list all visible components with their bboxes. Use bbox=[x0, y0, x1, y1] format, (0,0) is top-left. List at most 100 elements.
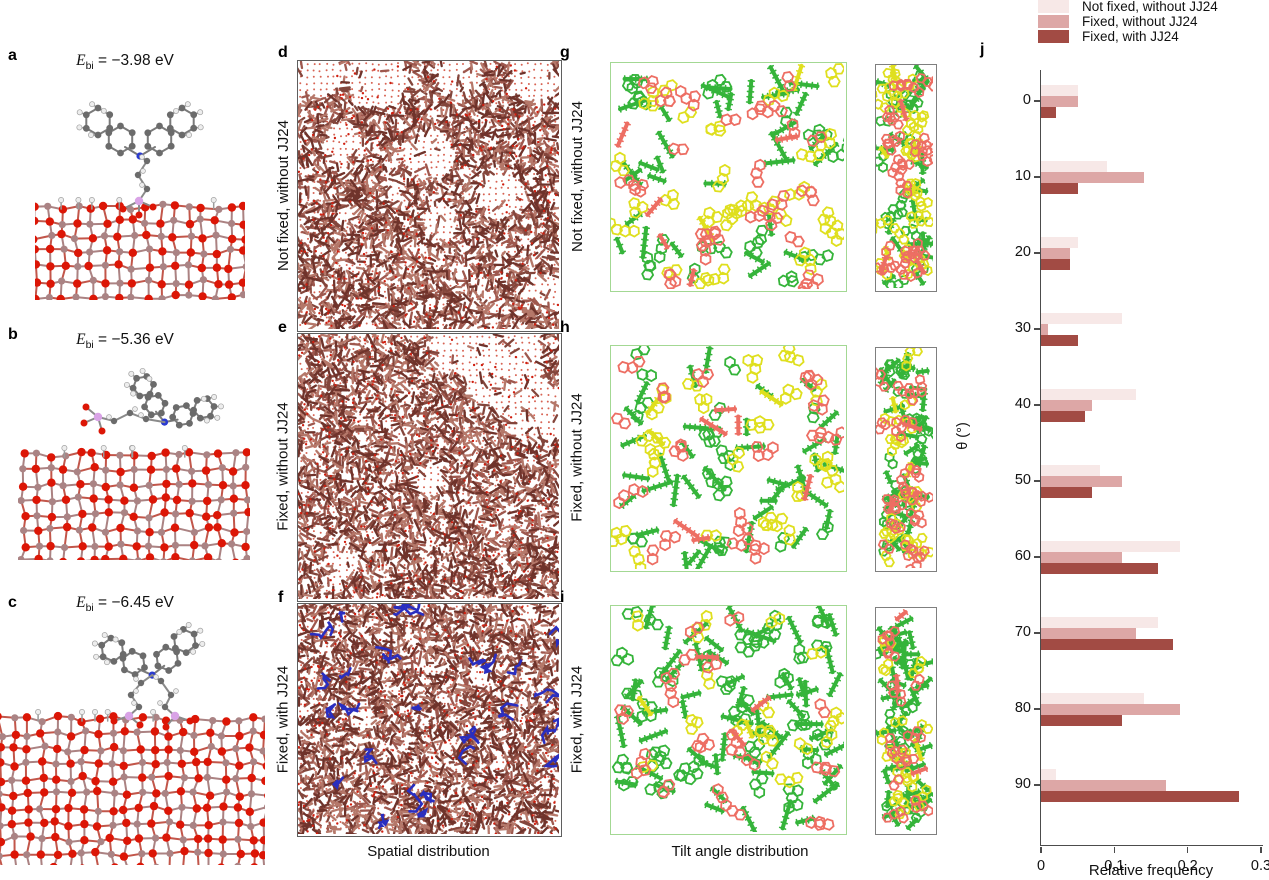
bar-theta80-series0 bbox=[1041, 692, 1144, 704]
y-tick-label: 40 bbox=[1014, 396, 1031, 412]
tilt-side-box-g bbox=[875, 64, 937, 292]
tilt-box-h bbox=[610, 345, 847, 572]
x-tick-label: 0.1 bbox=[1104, 858, 1125, 874]
bar-theta40-series0 bbox=[1041, 388, 1137, 400]
legend-item-0: Not fixed, without JJ24 bbox=[1038, 0, 1218, 14]
chart-legend: Not fixed, without JJ24 Fixed, without J… bbox=[1038, 0, 1218, 45]
ebi-subscript: bi bbox=[85, 602, 94, 615]
legend-swatch-1 bbox=[1038, 15, 1069, 28]
spatial-render-f bbox=[298, 604, 559, 834]
panel-g: g Not fixed, without JJ24 bbox=[552, 40, 942, 335]
molecule-render-b bbox=[18, 367, 250, 560]
bar-theta20-series1 bbox=[1041, 247, 1071, 259]
y-tick-label: 90 bbox=[1014, 776, 1031, 792]
bar-theta80-series1 bbox=[1041, 703, 1181, 715]
molecule-render-c bbox=[0, 622, 265, 865]
legend-label-1: Fixed, without JJ24 bbox=[1082, 14, 1198, 29]
chart-plot: 0 10 20 30 40 50 60 70 80 90 0 0.1 0.2 0.3 bbox=[1015, 70, 1269, 874]
x-tick bbox=[1186, 846, 1189, 853]
binding-energy-c: Ebi = −6.45 eV bbox=[0, 594, 250, 614]
panel-letter-j: j bbox=[980, 41, 985, 58]
row-label-e: Fixed, without JJ24 bbox=[274, 402, 292, 531]
legend-item-1: Fixed, without JJ24 bbox=[1038, 14, 1218, 29]
tilt-box-i bbox=[610, 605, 847, 835]
caption-tilt: Tilt angle distribution bbox=[671, 843, 809, 860]
panel-a: a Ebi = −3.98 eV bbox=[0, 40, 265, 320]
spatial-render-d bbox=[298, 61, 559, 329]
ebi-symbol: E bbox=[76, 594, 86, 611]
panel-letter-h: h bbox=[560, 319, 570, 336]
y-tick bbox=[1034, 784, 1041, 786]
legend-label-0: Not fixed, without JJ24 bbox=[1082, 0, 1218, 14]
legend-label-2: Fixed, with JJ24 bbox=[1082, 29, 1179, 44]
panel-i: i Fixed, with JJ24 bbox=[552, 585, 942, 850]
bar-theta90-series1 bbox=[1041, 779, 1166, 791]
ebi-value: = −3.98 eV bbox=[93, 52, 174, 69]
y-tick-label: 70 bbox=[1014, 624, 1031, 640]
y-tick bbox=[1034, 556, 1041, 558]
y-tick bbox=[1034, 632, 1041, 634]
bar-theta30-series2 bbox=[1041, 334, 1078, 346]
bar-theta40-series1 bbox=[1041, 399, 1093, 411]
row-label-f: Fixed, with JJ24 bbox=[274, 665, 292, 773]
panel-d: d Not fixed, without JJ24 bbox=[270, 40, 565, 335]
panel-letter-f: f bbox=[278, 589, 284, 606]
row-label-i: Fixed, with JJ24 bbox=[568, 665, 586, 773]
y-tick bbox=[1034, 708, 1041, 710]
panel-c: c Ebi = −6.45 eV bbox=[0, 580, 265, 880]
y-tick bbox=[1034, 252, 1041, 254]
bar-theta0-series1 bbox=[1041, 95, 1078, 107]
legend-swatch-2 bbox=[1038, 30, 1069, 43]
bar-theta0-series2 bbox=[1041, 106, 1056, 118]
tilt-side-render-g bbox=[876, 65, 933, 288]
bar-theta10-series2 bbox=[1041, 182, 1078, 194]
legend-swatch-0 bbox=[1038, 0, 1069, 13]
y-tick bbox=[1034, 100, 1041, 102]
tilt-side-box-h bbox=[875, 347, 937, 572]
bar-theta20-series2 bbox=[1041, 258, 1071, 270]
panel-e: e Fixed, without JJ24 bbox=[270, 315, 565, 610]
bar-theta10-series1 bbox=[1041, 171, 1144, 183]
bar-theta50-series1 bbox=[1041, 475, 1122, 487]
spatial-box-e bbox=[297, 333, 562, 602]
x-tick-label: 0.2 bbox=[1177, 858, 1198, 874]
bar-theta50-series2 bbox=[1041, 486, 1093, 498]
ebi-symbol: E bbox=[76, 52, 86, 69]
y-tick bbox=[1034, 480, 1041, 482]
molecule-render-a bbox=[35, 101, 245, 300]
y-tick-label: 10 bbox=[1014, 168, 1031, 184]
bar-theta10-series0 bbox=[1041, 160, 1107, 172]
panel-letter-a: a bbox=[8, 47, 17, 64]
spatial-box-f bbox=[297, 603, 562, 837]
ebi-symbol: E bbox=[76, 331, 86, 348]
spatial-box-d bbox=[297, 60, 562, 332]
y-axis-title: θ (°) bbox=[955, 422, 971, 450]
y-tick-label: 20 bbox=[1014, 244, 1031, 260]
x-tick-label: 0 bbox=[1036, 858, 1046, 874]
panel-letter-c: c bbox=[8, 594, 17, 611]
y-tick-label: 60 bbox=[1014, 548, 1031, 564]
tilt-side-render-i bbox=[876, 609, 933, 831]
y-tick-label: 50 bbox=[1014, 472, 1031, 488]
bar-theta70-series2 bbox=[1041, 638, 1173, 650]
panel-h: h Fixed, without JJ24 bbox=[552, 315, 942, 610]
bar-theta0-series0 bbox=[1041, 84, 1078, 96]
tilt-side-render-h bbox=[876, 348, 933, 568]
binding-energy-b: Ebi = −5.36 eV bbox=[0, 331, 250, 351]
y-tick-label: 0 bbox=[1022, 92, 1031, 108]
ebi-value: = −5.36 eV bbox=[93, 331, 174, 348]
y-tick-label: 30 bbox=[1014, 320, 1031, 336]
panel-letter-i: i bbox=[560, 589, 565, 606]
panel-letter-d: d bbox=[278, 44, 288, 61]
binding-energy-a: Ebi = −3.98 eV bbox=[0, 52, 250, 72]
bar-theta60-series2 bbox=[1041, 562, 1159, 574]
x-tick bbox=[1040, 846, 1042, 853]
tilt-render-h bbox=[611, 346, 844, 569]
bar-theta30-series0 bbox=[1041, 312, 1122, 324]
y-tick-label: 80 bbox=[1014, 700, 1031, 716]
tilt-render-i bbox=[611, 606, 844, 832]
tilt-side-box-i bbox=[875, 607, 937, 835]
panel-b: b Ebi = −5.36 eV bbox=[0, 315, 265, 580]
caption-spatial: Spatial distribution bbox=[367, 843, 490, 860]
